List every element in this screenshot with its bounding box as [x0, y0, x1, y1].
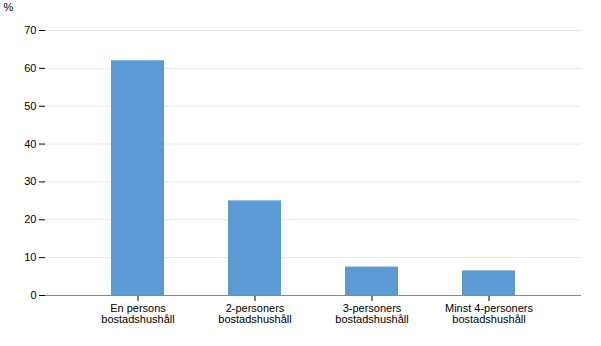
svg-text:20: 20 — [24, 213, 36, 225]
svg-text:2-personersbostadshushåll: 2-personersbostadshushåll — [218, 302, 291, 325]
svg-text:40: 40 — [24, 138, 36, 150]
svg-text:Minst 4-personersbostadshushål: Minst 4-personersbostadshushåll — [445, 302, 534, 325]
svg-text:50: 50 — [24, 100, 36, 112]
svg-text:10: 10 — [24, 251, 36, 263]
svg-text:30: 30 — [24, 175, 36, 187]
svg-text:En personsbostadshushåll: En personsbostadshushåll — [101, 302, 174, 325]
svg-text:3-personersbostadshushåll: 3-personersbostadshushåll — [335, 302, 408, 325]
svg-text:0: 0 — [30, 289, 36, 301]
svg-text:%: % — [4, 1, 14, 13]
svg-text:60: 60 — [24, 62, 36, 74]
svg-text:70: 70 — [24, 24, 36, 36]
